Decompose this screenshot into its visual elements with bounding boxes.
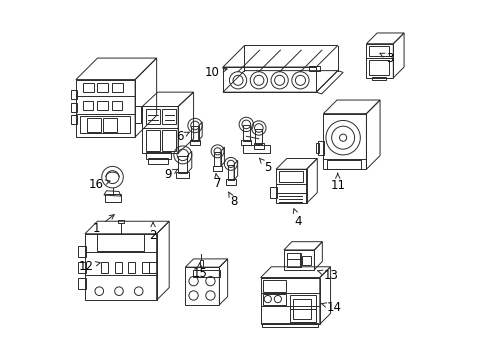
Bar: [241, 140, 251, 145]
Bar: [226, 179, 235, 185]
Bar: [145, 130, 159, 150]
Bar: [212, 166, 222, 171]
Bar: [323, 114, 366, 169]
Text: 8: 8: [228, 192, 237, 208]
Bar: [162, 130, 175, 150]
Bar: [371, 77, 386, 80]
Text: 10: 10: [204, 66, 226, 79]
Text: 4: 4: [293, 209, 302, 228]
Bar: [142, 107, 178, 153]
Bar: [366, 44, 392, 78]
Bar: [80, 116, 129, 134]
Bar: [185, 267, 219, 305]
Bar: [315, 143, 319, 153]
Bar: [286, 253, 301, 267]
Bar: [292, 300, 310, 319]
Bar: [112, 101, 122, 110]
Bar: [149, 262, 157, 273]
Bar: [301, 256, 310, 265]
Bar: [145, 109, 159, 125]
Bar: [97, 234, 144, 251]
Bar: [317, 140, 324, 155]
Bar: [191, 126, 198, 140]
Bar: [223, 67, 316, 92]
Bar: [83, 101, 93, 110]
Bar: [276, 169, 306, 203]
Text: 11: 11: [329, 173, 345, 192]
Bar: [83, 83, 94, 92]
Bar: [78, 278, 85, 289]
Bar: [326, 160, 360, 168]
Bar: [112, 83, 122, 92]
Text: 3: 3: [379, 51, 393, 64]
Bar: [118, 220, 123, 223]
Bar: [70, 90, 77, 99]
Bar: [368, 46, 388, 56]
Bar: [260, 278, 319, 324]
Text: 15: 15: [192, 263, 207, 280]
Bar: [135, 107, 140, 123]
Bar: [261, 323, 318, 327]
Bar: [263, 280, 286, 292]
Bar: [76, 80, 135, 137]
Bar: [190, 140, 200, 145]
Bar: [128, 262, 135, 273]
Bar: [148, 158, 168, 164]
Bar: [284, 250, 314, 270]
Bar: [85, 234, 156, 300]
Bar: [308, 66, 319, 71]
Bar: [278, 171, 303, 182]
Bar: [97, 83, 108, 92]
Bar: [176, 172, 189, 178]
Bar: [368, 60, 388, 75]
Text: 14: 14: [321, 301, 341, 314]
Bar: [290, 295, 315, 321]
Text: 9: 9: [164, 168, 177, 181]
Bar: [162, 109, 175, 125]
Text: 12: 12: [79, 260, 100, 273]
Bar: [263, 294, 286, 305]
Text: 2: 2: [149, 222, 157, 242]
Bar: [199, 260, 203, 267]
Bar: [178, 156, 187, 173]
Text: 5: 5: [259, 158, 271, 174]
Bar: [145, 152, 171, 159]
Bar: [270, 187, 276, 198]
Text: 1: 1: [93, 215, 114, 235]
Bar: [101, 262, 108, 273]
Bar: [104, 194, 121, 202]
Bar: [78, 246, 85, 257]
Bar: [142, 262, 149, 273]
Text: 6: 6: [176, 130, 189, 144]
Text: 7: 7: [214, 174, 221, 190]
Bar: [86, 118, 101, 132]
Bar: [70, 103, 77, 112]
Bar: [192, 270, 219, 277]
Bar: [214, 152, 221, 166]
Bar: [227, 165, 234, 180]
Text: 13: 13: [317, 269, 338, 282]
Bar: [253, 143, 264, 149]
Bar: [78, 262, 85, 273]
Bar: [70, 116, 77, 125]
Bar: [97, 101, 107, 110]
Bar: [255, 129, 262, 144]
Bar: [243, 145, 269, 153]
Bar: [102, 118, 117, 132]
Text: 16: 16: [88, 178, 110, 191]
Bar: [115, 262, 122, 273]
Bar: [242, 126, 249, 140]
